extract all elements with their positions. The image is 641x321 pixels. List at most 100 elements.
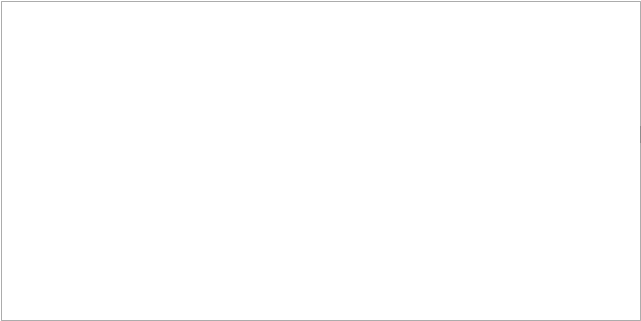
Circle shape bbox=[242, 177, 254, 189]
Text: 19: 19 bbox=[410, 215, 422, 224]
Text: F-35◄: F-35◄ bbox=[445, 273, 474, 282]
Text: 15: 15 bbox=[530, 213, 542, 221]
Bar bbox=[550, 228, 558, 250]
Text: 2: 2 bbox=[293, 163, 299, 172]
Text: FR.: FR. bbox=[32, 289, 47, 298]
Text: 1: 1 bbox=[239, 143, 245, 152]
Circle shape bbox=[50, 22, 60, 32]
Circle shape bbox=[458, 230, 482, 254]
Text: 15: 15 bbox=[368, 197, 379, 206]
Text: 26: 26 bbox=[292, 18, 304, 27]
Ellipse shape bbox=[347, 115, 357, 122]
Circle shape bbox=[224, 191, 234, 201]
Text: 10: 10 bbox=[331, 163, 343, 172]
Circle shape bbox=[434, 175, 440, 180]
Ellipse shape bbox=[540, 98, 548, 102]
Text: 16: 16 bbox=[350, 152, 362, 160]
Text: 9: 9 bbox=[317, 170, 323, 179]
Bar bbox=[420, 218, 530, 270]
Polygon shape bbox=[485, 190, 503, 206]
Circle shape bbox=[150, 48, 170, 68]
Text: 7: 7 bbox=[107, 236, 113, 245]
Bar bbox=[460, 62, 466, 75]
Ellipse shape bbox=[533, 55, 543, 62]
Bar bbox=[75, 221, 99, 237]
Circle shape bbox=[226, 193, 232, 199]
Text: 3: 3 bbox=[53, 153, 59, 162]
Circle shape bbox=[465, 237, 475, 247]
Text: 30: 30 bbox=[482, 18, 494, 27]
Text: 30: 30 bbox=[567, 77, 579, 86]
Bar bbox=[396, 159, 534, 267]
Circle shape bbox=[249, 204, 261, 216]
Bar bbox=[369, 173, 377, 198]
Text: 19: 19 bbox=[409, 254, 420, 263]
Ellipse shape bbox=[553, 72, 563, 79]
Circle shape bbox=[442, 270, 458, 286]
Text: 20: 20 bbox=[438, 263, 450, 272]
Circle shape bbox=[268, 41, 282, 55]
Bar bbox=[44, 148, 81, 210]
Circle shape bbox=[241, 196, 269, 224]
Text: ◄F-17: ◄F-17 bbox=[506, 223, 535, 232]
Ellipse shape bbox=[568, 244, 580, 253]
Text: 16: 16 bbox=[572, 247, 584, 256]
Circle shape bbox=[300, 170, 310, 180]
Ellipse shape bbox=[496, 59, 504, 65]
Text: 9: 9 bbox=[226, 192, 232, 201]
Circle shape bbox=[314, 169, 326, 181]
Ellipse shape bbox=[351, 152, 361, 160]
Circle shape bbox=[583, 118, 607, 142]
Ellipse shape bbox=[436, 265, 452, 275]
Ellipse shape bbox=[367, 197, 381, 207]
Polygon shape bbox=[16, 183, 26, 205]
Circle shape bbox=[418, 168, 482, 232]
Polygon shape bbox=[403, 254, 427, 270]
Ellipse shape bbox=[433, 305, 441, 309]
Bar bbox=[72, 218, 102, 240]
Circle shape bbox=[434, 220, 440, 226]
Bar bbox=[554, 230, 562, 252]
Text: 23: 23 bbox=[125, 193, 137, 202]
Ellipse shape bbox=[595, 237, 605, 244]
Circle shape bbox=[97, 167, 113, 183]
Text: 29: 29 bbox=[142, 256, 154, 265]
Circle shape bbox=[211, 44, 239, 72]
Ellipse shape bbox=[466, 45, 476, 51]
Bar bbox=[440, 268, 460, 290]
Ellipse shape bbox=[405, 267, 421, 277]
Circle shape bbox=[244, 179, 252, 187]
Circle shape bbox=[460, 220, 466, 226]
Text: 32: 32 bbox=[454, 67, 466, 76]
Circle shape bbox=[211, 15, 225, 29]
Circle shape bbox=[148, 256, 152, 260]
Text: 32: 32 bbox=[494, 67, 504, 76]
Text: 27: 27 bbox=[431, 303, 443, 313]
Polygon shape bbox=[404, 217, 428, 233]
Ellipse shape bbox=[595, 239, 605, 246]
Ellipse shape bbox=[529, 212, 543, 222]
Bar bbox=[395, 158, 535, 268]
Text: 30: 30 bbox=[464, 48, 476, 56]
Ellipse shape bbox=[573, 248, 583, 256]
Ellipse shape bbox=[210, 110, 410, 230]
Text: 12: 12 bbox=[589, 128, 601, 137]
Text: 21: 21 bbox=[212, 18, 224, 27]
Text: 24: 24 bbox=[276, 194, 288, 203]
Text: MFP3F0700A: MFP3F0700A bbox=[490, 280, 537, 289]
Ellipse shape bbox=[397, 301, 405, 307]
Text: 9: 9 bbox=[245, 178, 251, 187]
Text: 30: 30 bbox=[533, 58, 545, 67]
Bar bbox=[95, 158, 415, 298]
Circle shape bbox=[590, 273, 600, 283]
Text: 14: 14 bbox=[587, 279, 597, 288]
Ellipse shape bbox=[393, 299, 409, 309]
Text: 8: 8 bbox=[15, 188, 21, 197]
Ellipse shape bbox=[440, 267, 448, 273]
Text: 31: 31 bbox=[178, 132, 188, 141]
Text: 13: 13 bbox=[362, 176, 374, 185]
Circle shape bbox=[295, 24, 301, 30]
Text: 32: 32 bbox=[537, 103, 549, 112]
Text: OEM
MOTORPARTS: OEM MOTORPARTS bbox=[241, 156, 379, 195]
Circle shape bbox=[330, 161, 344, 175]
